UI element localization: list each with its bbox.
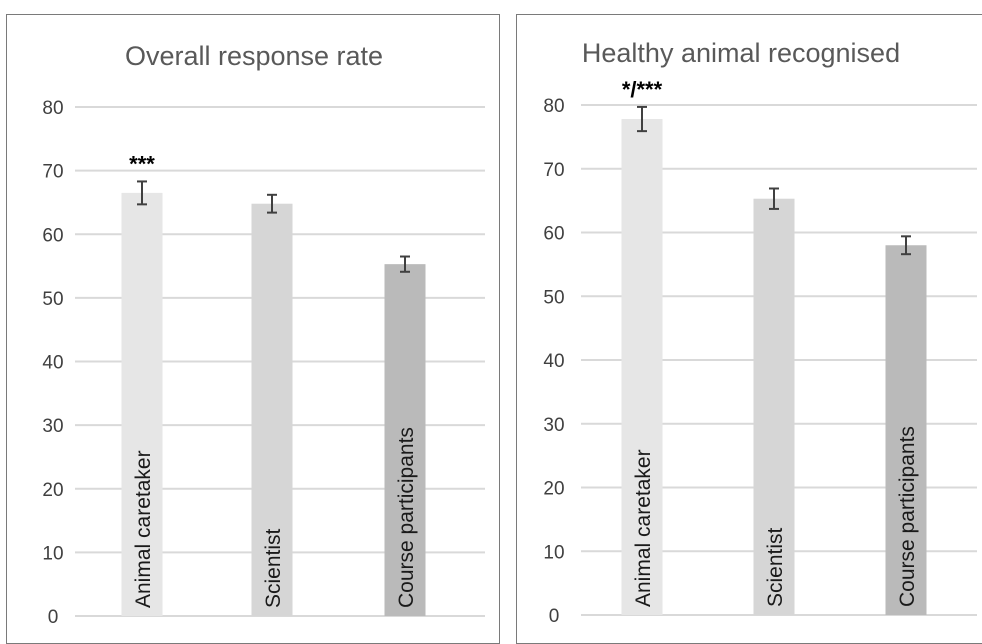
category-label: Course participants <box>896 426 919 607</box>
error-bar <box>137 180 147 206</box>
y-tick-label: 0 <box>48 607 59 628</box>
y-tick-label: 10 <box>543 542 564 563</box>
error-bar <box>769 187 779 210</box>
y-tick-label: 50 <box>543 287 564 308</box>
significance-annotation: */*** <box>622 77 663 102</box>
chart-svg: Overall response rate 01020304050607080 … <box>42 41 485 628</box>
y-tick-label: 20 <box>543 479 564 500</box>
y-tick-label: 70 <box>543 160 564 181</box>
bar <box>384 264 426 616</box>
error-bar <box>637 105 647 133</box>
chart-title: Healthy animal recognised <box>582 38 900 68</box>
y-tick-label: 40 <box>543 351 564 372</box>
error-bar <box>901 235 911 256</box>
y-tick-label: 10 <box>42 543 63 564</box>
chart-panel-overall-response-rate: Overall response rate 0 10 20 30 40 50 60 70 80 … <box>6 14 500 644</box>
y-tick-label: 70 <box>42 162 63 183</box>
y-tick-label: 50 <box>42 289 63 310</box>
significance-annotation: *** <box>129 151 155 176</box>
y-axis-ticks: 0 10 20 30 40 50 60 70 80 <box>42 98 63 628</box>
y-tick-label: 80 <box>42 98 63 119</box>
error-bar <box>400 255 410 273</box>
bar <box>753 198 795 615</box>
category-label: Course participants <box>395 427 418 608</box>
bars: Animal caretaker *** Scientist Course parti… <box>121 151 426 617</box>
bar <box>621 119 663 616</box>
bar <box>251 203 293 616</box>
bar <box>885 245 927 615</box>
y-axis-ticks: 0 10 20 30 40 50 60 70 80 <box>543 96 564 627</box>
category-label: Animal caretaker <box>132 450 155 608</box>
y-tick-label: 60 <box>42 225 63 246</box>
y-tick-label: 20 <box>42 480 63 501</box>
y-tick-label: 0 <box>549 606 560 627</box>
chart-title: Overall response rate <box>125 41 383 71</box>
chart-svg: Healthy animal recognised 0 10 20 30 40 50 60 7… <box>543 38 977 627</box>
y-tick-label: 40 <box>42 353 63 374</box>
y-tick-label: 60 <box>543 224 564 245</box>
category-label: Scientist <box>764 527 787 607</box>
y-tick-label: 30 <box>543 415 564 436</box>
bars: Animal caretaker */*** Scientist Course par… <box>621 77 927 616</box>
chart-panel-healthy-animal-recognised: Healthy animal recognised 0 10 20 30 40 50 60 7… <box>516 14 982 644</box>
bar <box>121 192 163 617</box>
category-label: Scientist <box>262 528 285 608</box>
category-label: Animal caretaker <box>632 449 655 607</box>
y-tick-label: 80 <box>543 96 564 117</box>
y-tick-label: 30 <box>42 416 63 437</box>
error-bar <box>267 193 277 214</box>
